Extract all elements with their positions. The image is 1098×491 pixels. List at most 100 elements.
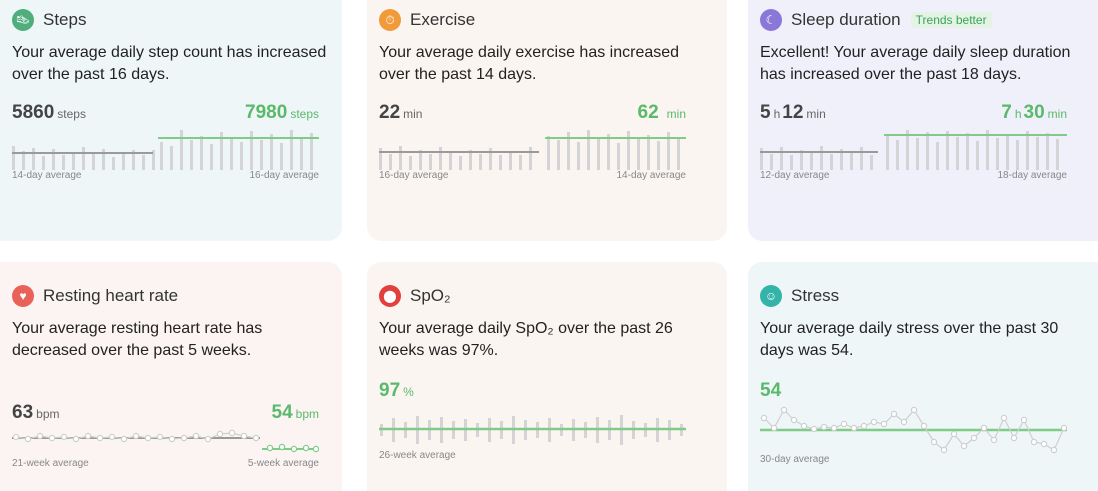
data-point [940,446,948,454]
data-point [266,444,274,452]
bar [607,134,610,170]
exercise-card[interactable]: ⏱︎ Exercise Your average daily exercise … [367,0,727,241]
period-label: 30-day average [760,454,830,465]
bar [72,152,75,170]
data-point [910,406,918,414]
bar [946,131,949,170]
bar [469,150,472,170]
stopwatch-icon: ⏱︎ [379,9,401,31]
data-point [960,442,968,450]
data-point [36,432,44,440]
bar [896,140,899,170]
bar [479,154,482,170]
current-period-label: 18-day average [997,170,1068,181]
resting-heart-rate-card[interactable]: ♥ Resting heart rate Your average restin… [0,262,342,491]
bar [780,147,783,170]
data-point [840,420,848,428]
data-point [850,424,858,432]
data-point [1000,414,1008,422]
data-point [810,425,818,433]
bar [760,148,763,170]
current-average: 54 bpm [271,402,319,423]
bar [170,146,173,170]
bar [1036,137,1039,170]
bar [160,142,163,170]
face-icon: ☺ [760,285,782,307]
bar [439,147,442,170]
bar [142,155,145,170]
data-point [240,432,248,440]
bar [152,150,155,170]
card-title: SpO₂ [410,286,451,305]
bar [300,139,303,170]
bar [637,139,640,170]
bar [52,149,55,170]
data-point [790,416,798,424]
card-summary: Your average daily stress over the past … [760,320,1059,359]
previous-average: 22 min [379,102,423,123]
bar [956,137,959,170]
data-point [204,435,212,443]
spo2-card[interactable]: ⬤ SpO₂ Your average daily SpO₂ over the … [367,262,727,491]
current-average: 62 min [637,102,686,123]
bar [557,140,560,170]
data-point [96,434,104,442]
bar [132,150,135,170]
bar [926,132,929,170]
bar [22,151,25,170]
bar [996,138,999,170]
card-summary: Excellent! Your average daily sleep dura… [760,44,1071,83]
bar [122,153,125,170]
bar [1046,133,1049,170]
bar [850,152,853,170]
bar [976,141,979,170]
card-title: Stress [791,286,840,305]
data-point [120,435,128,443]
bar [210,144,213,170]
bar [870,155,873,170]
bar [250,131,253,170]
data-point [1040,440,1048,448]
sleep-duration-card[interactable]: ☾ Sleep duration Trends better Excellent… [748,0,1098,241]
data-point [1010,434,1018,442]
bar [419,150,422,170]
bar [840,149,843,170]
stress-card[interactable]: ☺ Stress Your average daily stress over … [748,262,1098,491]
previous-period-label: 12-day average [760,170,830,181]
current-average: 7 h 30 min [1001,102,1067,123]
bar [62,155,65,170]
data-point [900,418,908,426]
data-point [228,429,236,437]
bar [310,133,313,170]
bar [389,154,392,170]
data-point [760,414,768,422]
bar [800,150,803,170]
steps-card[interactable]: 👟︎ Steps Your average daily step count h… [0,0,342,241]
bar [32,148,35,170]
heart-rate-line-chart [12,429,319,453]
data-point [800,422,808,430]
data-point [290,445,298,453]
data-point [950,430,958,438]
moon-icon: ☾ [760,9,782,31]
bar [42,156,45,170]
average-value: 54 [760,380,782,401]
bar [567,132,570,170]
data-point [880,420,888,428]
previous-period-label: 21-week average [12,458,89,469]
data-point [990,436,998,444]
bar [230,138,233,170]
data-point [132,432,140,440]
bar [986,130,989,170]
bar [220,132,223,170]
bar [449,152,452,170]
data-point [780,406,788,414]
previous-average: 63 bpm [12,402,60,423]
bar [459,156,462,170]
bar [936,142,939,170]
card-title: Sleep duration [791,10,901,29]
data-point [890,410,898,418]
spo2-bar-chart [379,415,686,445]
bar [12,146,15,170]
data-point [84,432,92,440]
